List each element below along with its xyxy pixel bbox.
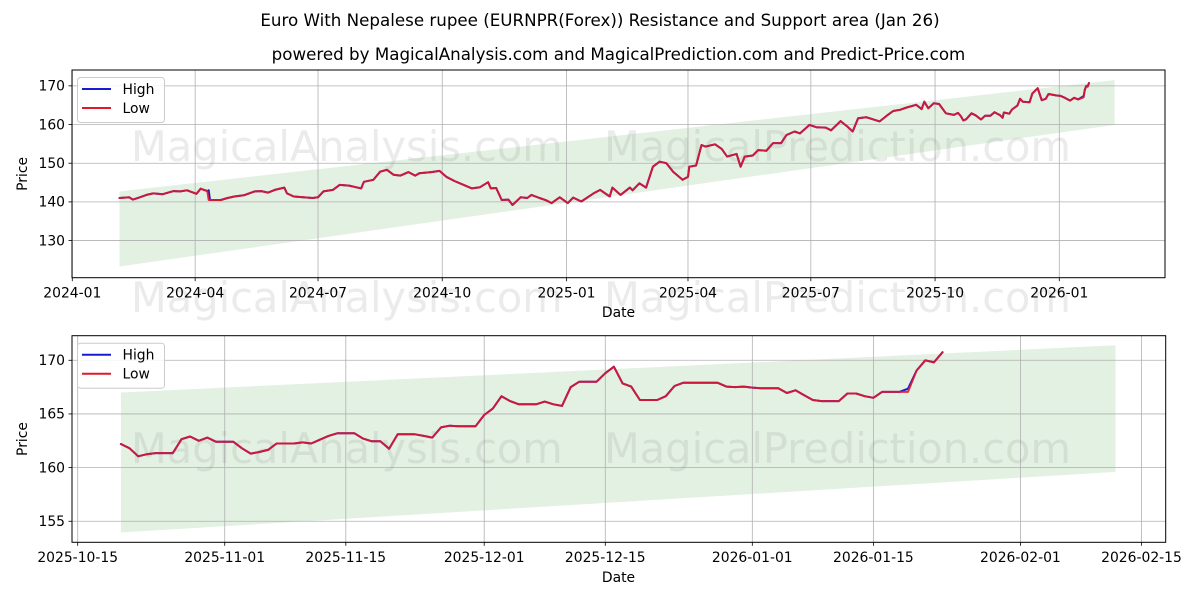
line-layer <box>118 82 1090 206</box>
watermark-text: MagicalAnalysis.com <box>131 273 563 322</box>
watermark-text: MagicalAnalysis.com <box>131 424 563 473</box>
x-tick-label: 2025-11-15 <box>305 550 386 566</box>
legend-high-label: High <box>123 348 155 364</box>
y-tick-label: 155 <box>38 514 65 530</box>
watermark-text: MagicalAnalysis.com <box>131 122 563 171</box>
x-tick-label: 2025-07 <box>782 286 840 302</box>
x-tick-label: 2026-02-15 <box>1101 550 1182 566</box>
x-tick-label: 2025-01 <box>537 286 595 302</box>
x-tick-label: 2024-04 <box>166 286 224 302</box>
watermark-layer: MagicalAnalysis.com MagicalPrediction.co… <box>131 122 1071 473</box>
support-resistance-band <box>119 80 1115 267</box>
legend: High Low <box>77 342 165 389</box>
legend: High Low <box>77 77 165 123</box>
y-tick-label: 160 <box>38 117 65 133</box>
top-chart: 130 140 150 160 170 2024-01 2024-04 2024-07 2024… <box>15 69 1166 321</box>
tick-layer: 155 160 165 170 2025-10-15 2025-11-01 2025-11-… <box>37 353 1182 566</box>
watermark-text: MagicalPrediction.com <box>604 424 1071 473</box>
watermark-text: MagicalPrediction.com <box>604 273 1071 322</box>
y-axis-label: Price <box>15 422 31 456</box>
series-low-line <box>118 82 1090 206</box>
y-tick-label: 150 <box>38 156 65 172</box>
x-tick-label: 2025-04 <box>659 286 717 302</box>
bottom-chart-background <box>72 335 1166 543</box>
x-tick-label: 2025-10 <box>906 286 964 302</box>
plot-area-frame <box>71 335 1167 543</box>
x-axis-label: Date <box>602 570 635 586</box>
x-tick-label: 2026-02-01 <box>980 550 1061 566</box>
y-tick-label: 130 <box>38 233 65 249</box>
watermark-text: MagicalPrediction.com <box>604 122 1071 171</box>
x-tick-label: 2025-11-01 <box>184 550 265 566</box>
x-tick-label: 2026-01-01 <box>712 550 793 566</box>
figure-title: Euro With Nepalese rupee (EURNPR(Forex))… <box>260 10 939 30</box>
x-tick-label: 2024-07 <box>289 286 347 302</box>
line-layer <box>119 351 944 458</box>
plot-area-frame <box>71 69 1166 279</box>
x-tick-label: 2025-12-15 <box>565 550 646 566</box>
bottom-chart: 155 160 165 170 2025-10-15 2025-11-01 2025-11-… <box>15 335 1182 586</box>
y-tick-label: 165 <box>38 407 65 423</box>
x-axis-label: Date <box>602 305 635 321</box>
y-tick-label: 160 <box>38 460 65 476</box>
legend-high-label: High <box>123 82 155 98</box>
y-tick-label: 170 <box>38 79 65 95</box>
x-tick-label: 2024-10 <box>413 286 471 302</box>
x-tick-label: 2025-10-15 <box>37 550 118 566</box>
x-tick-label: 2024-01 <box>43 286 101 302</box>
support-resistance-band <box>120 345 1116 533</box>
grid-layer <box>72 335 1166 543</box>
x-tick-label: 2026-01 <box>1030 286 1088 302</box>
series-low-line <box>119 351 944 458</box>
x-tick-label: 2026-01-15 <box>833 550 914 566</box>
y-tick-label: 140 <box>38 195 65 211</box>
legend-low-label: Low <box>123 367 150 383</box>
x-tick-label: 2025-12-01 <box>444 550 525 566</box>
y-tick-label: 170 <box>38 353 65 369</box>
legend-low-label: Low <box>123 101 150 117</box>
tick-layer: 130 140 150 160 170 2024-01 2024-04 2024-07 2024… <box>38 79 1088 302</box>
y-axis-label: Price <box>15 157 31 191</box>
figure-subtitle: powered by MagicalAnalysis.com and Magic… <box>272 44 966 64</box>
